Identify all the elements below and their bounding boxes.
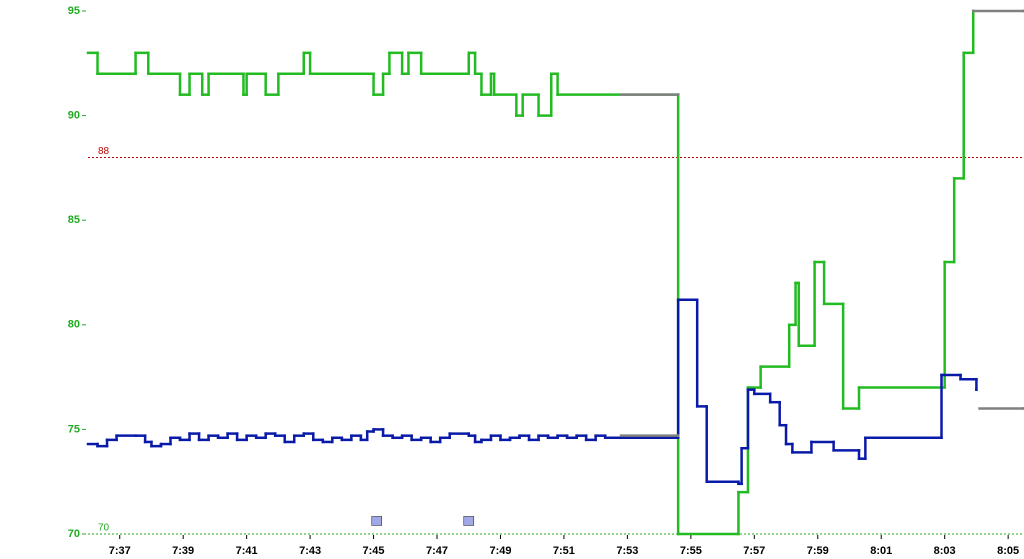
series: [86, 298, 978, 486]
y-tick-label: 90: [68, 110, 80, 122]
x-tick-label: 8:03: [934, 545, 956, 557]
x-tick-label: 7:37: [109, 545, 131, 557]
x-tick-label: 7:41: [236, 545, 258, 557]
x-tick-label: 7:59: [807, 545, 829, 557]
x-tick-label: 7:39: [172, 545, 194, 557]
y-tick-label: 85: [68, 214, 80, 226]
x-tick-label: 7:47: [426, 545, 448, 557]
reference-label: 88: [98, 146, 110, 157]
y-tick-label: 70: [68, 528, 80, 540]
x-tick-label: 7:45: [363, 545, 385, 557]
y-tick-label: 75: [68, 423, 80, 435]
x-tick-label: 8:05: [997, 545, 1019, 557]
x-tick-label: 7:43: [299, 545, 321, 557]
x-tick-label: 7:51: [553, 545, 575, 557]
event-marker: [371, 516, 383, 526]
x-tick-label: 7:53: [616, 545, 638, 557]
y-tick-label: 95: [68, 5, 80, 17]
series: [86, 9, 975, 536]
y-tick-label: 80: [68, 319, 80, 331]
event-marker: [463, 516, 475, 526]
x-tick-label: 7:49: [489, 545, 511, 557]
x-tick-label: 8:01: [870, 545, 892, 557]
x-tick-label: 7:57: [743, 545, 765, 557]
reference-label: 70: [98, 523, 110, 534]
x-tick-label: 7:55: [680, 545, 702, 557]
